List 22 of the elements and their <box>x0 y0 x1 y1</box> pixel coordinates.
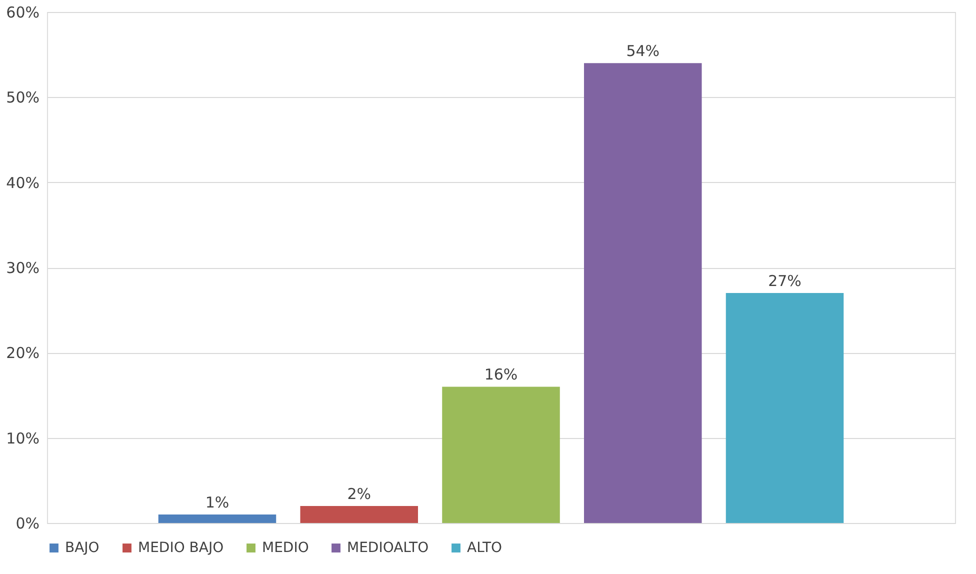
data-label: 27% <box>768 272 802 290</box>
bar <box>584 63 702 523</box>
y-tick-label: 10% <box>6 429 40 448</box>
legend-label: MEDIOALTO <box>347 540 429 556</box>
data-label: 54% <box>626 42 660 60</box>
y-tick-label: 50% <box>6 88 40 107</box>
data-label: 16% <box>484 366 518 384</box>
legend-label: ALTO <box>467 540 502 556</box>
legend-label: BAJO <box>65 540 100 556</box>
legend-label: MEDIO BAJO <box>138 540 224 556</box>
bar <box>300 506 418 523</box>
bar <box>158 514 276 523</box>
bar <box>726 293 844 523</box>
y-tick-label: 0% <box>16 514 40 532</box>
y-tick-label: 20% <box>6 344 40 362</box>
legend-label: MEDIO <box>262 540 309 556</box>
data-label: 1% <box>205 493 230 512</box>
y-tick-label: 60% <box>6 4 40 22</box>
data-label: 2% <box>347 484 372 503</box>
bar <box>442 386 560 523</box>
y-tick-label: 30% <box>6 259 40 277</box>
y-tick-label: 40% <box>6 174 40 192</box>
